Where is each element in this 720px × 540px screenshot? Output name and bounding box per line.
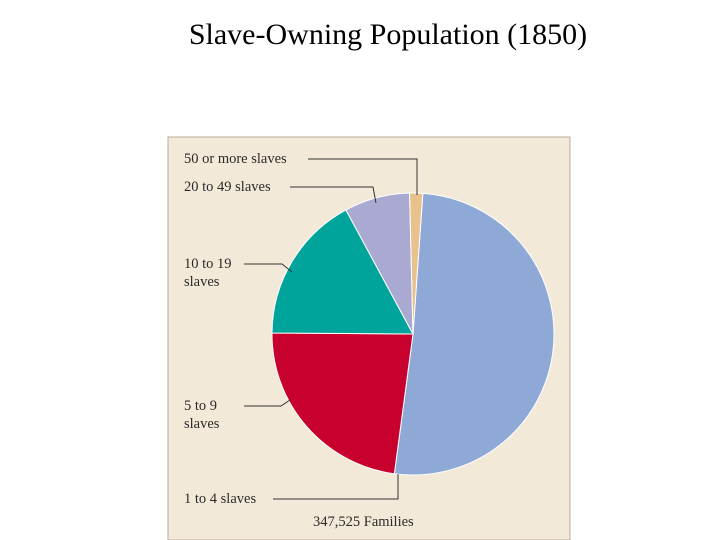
- pie: [271, 192, 555, 476]
- leader-lines: [244, 158, 418, 500]
- pie-slice: [409, 192, 424, 335]
- slice-label: 1 to 4 slaves: [184, 491, 257, 507]
- pie-slice: [271, 332, 414, 475]
- slice-label: 20 to 49 slaves: [184, 179, 271, 195]
- leader-line: [273, 474, 399, 500]
- slice-label: 50 or more slaves: [184, 151, 287, 167]
- pie-slice: [271, 209, 414, 335]
- slice-label: 5 to 9 slaves: [184, 398, 220, 432]
- leader-line: [244, 263, 293, 273]
- leader-line: [290, 186, 377, 204]
- pie-slice: [393, 192, 555, 476]
- leader-line: [308, 158, 418, 195]
- chart-note: 347,525 Families: [313, 514, 414, 530]
- leader-line: [244, 399, 291, 407]
- slice-label: 10 to 19 slaves: [184, 256, 232, 290]
- chart-title: Slave-Owning Population (1850): [188, 18, 588, 51]
